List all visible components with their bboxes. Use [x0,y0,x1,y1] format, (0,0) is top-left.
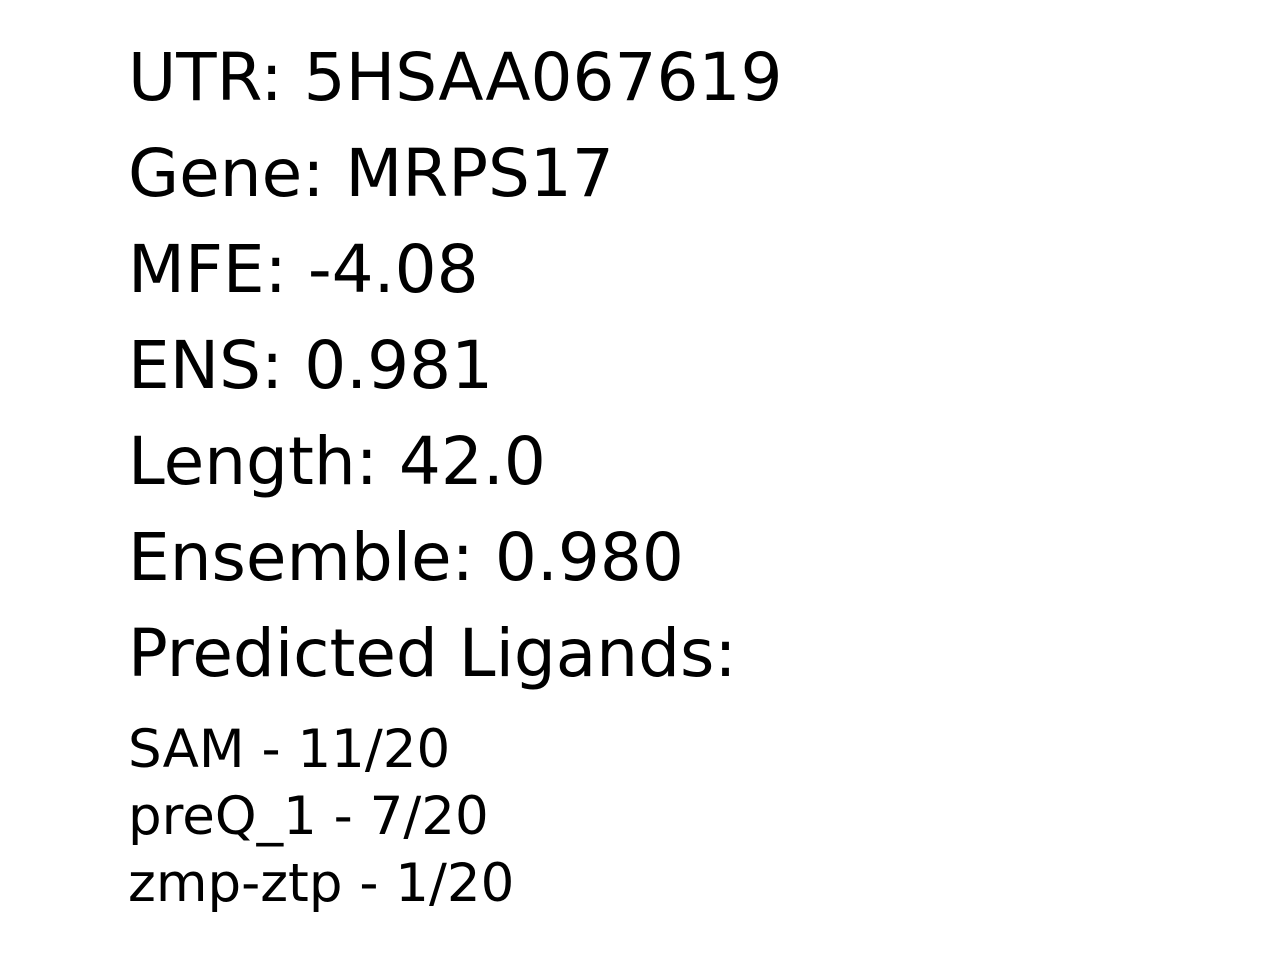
ens-line: ENS: 0.981 [128,327,494,404]
ligand-item: zmp-ztp - 1/20 [128,853,515,914]
ligand-score: 7/20 [369,786,489,847]
ligand-name: zmp-ztp [128,853,343,914]
ligands-heading: Predicted Ligands: [128,615,737,692]
ligand-item: SAM - 11/20 [128,719,451,780]
utr-label: UTR [128,39,261,116]
ligand-item: preQ_1 - 7/20 [128,786,489,847]
utr-value: 5HSAA067619 [303,39,783,116]
ligand-name: SAM [128,719,245,780]
ensemble-line: Ensemble: 0.980 [128,519,684,596]
gene-line: Gene: MRPS17 [128,135,614,212]
mfe-label: MFE [128,231,265,308]
ens-label: ENS [128,327,261,404]
gene-label: Gene [128,135,303,212]
ligand-list: SAM - 11/20 preQ_1 - 7/20 zmp-ztp - 1/20 [128,716,514,917]
mfe-value: -4.08 [307,231,479,308]
gene-value: MRPS17 [345,135,614,212]
ensemble-value: 0.980 [494,519,684,596]
ligand-score: 1/20 [395,853,515,914]
info-block: UTR: 5HSAA067619 Gene: MRPS17 MFE: -4.08… [128,30,783,702]
length-label: Length [128,423,356,500]
ligand-name: preQ_1 [128,786,317,847]
utr-line: UTR: 5HSAA067619 [128,39,783,116]
ens-value: 0.981 [304,327,494,404]
length-value: 42.0 [398,423,546,500]
ligand-score: 11/20 [297,719,451,780]
ensemble-label: Ensemble [128,519,452,596]
mfe-line: MFE: -4.08 [128,231,479,308]
length-line: Length: 42.0 [128,423,546,500]
